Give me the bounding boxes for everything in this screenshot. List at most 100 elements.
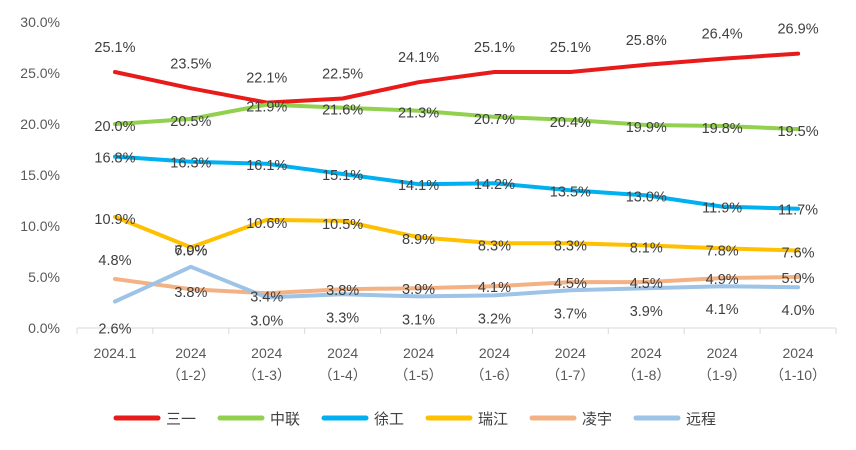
data-label: 4.5% xyxy=(554,276,587,292)
data-label: 3.4% xyxy=(250,289,283,305)
x-tick-label-line: 2024 xyxy=(251,345,282,361)
legend-entry: 三一 xyxy=(166,411,196,428)
x-tick-label-line: （1-7） xyxy=(546,367,594,383)
data-label: 15.1% xyxy=(322,168,363,184)
axes: 0.0% 5.0% 10.0% 15.0% 20.0% 25.0% 30.0% 2024.1 2… xyxy=(20,14,837,383)
data-label: 25.1% xyxy=(474,40,515,56)
data-label: 16.8% xyxy=(94,151,135,167)
series-lines xyxy=(113,51,801,304)
data-label: 19.8% xyxy=(702,121,743,137)
data-label: 6.0% xyxy=(174,243,207,259)
data-label: 14.2% xyxy=(474,177,515,193)
x-tick-label: 2024 （1-2） xyxy=(167,345,215,383)
x-tick-label-line: 2024 xyxy=(175,345,206,361)
x-tick-label-line: （1-9） xyxy=(698,367,746,383)
data-label: 3.0% xyxy=(250,313,283,329)
legend-entry: 瑞江 xyxy=(478,411,508,428)
data-label: 26.9% xyxy=(777,22,818,38)
data-label: 4.9% xyxy=(706,272,739,288)
legend-entry: 远程 xyxy=(686,411,716,428)
data-label: 21.9% xyxy=(246,100,287,116)
data-label: 19.5% xyxy=(777,124,818,140)
data-label: 26.4% xyxy=(702,27,743,43)
x-tick-label: 2024 （1-4） xyxy=(319,345,367,383)
data-label: 22.5% xyxy=(322,67,363,83)
y-tick-label: 5.0% xyxy=(28,269,60,285)
data-label: 4.5% xyxy=(630,276,663,292)
data-label: 2.6% xyxy=(98,321,131,337)
x-tick-label-line: （1-3） xyxy=(243,367,291,383)
legend-entry: 凌宇 xyxy=(582,411,612,428)
data-label: 20.0% xyxy=(94,119,135,135)
data-label: 3.9% xyxy=(402,282,435,298)
data-label: 11.7% xyxy=(778,203,818,219)
x-tick-label-line: （1-6） xyxy=(470,367,518,383)
x-tick-label-line: 2024 xyxy=(707,345,738,361)
x-tick-label: 2024 （1-6） xyxy=(470,345,518,383)
y-tick-label: 20.0% xyxy=(20,116,60,132)
data-label: 10.6% xyxy=(246,216,287,232)
x-tick-label-line: 2024 xyxy=(327,345,358,361)
series-line-瑞江 xyxy=(113,214,801,253)
y-tick-label: 30.0% xyxy=(20,14,60,30)
x-tick-label: 2024.1 xyxy=(94,345,137,361)
y-tick-label: 15.0% xyxy=(20,167,60,183)
x-tick-label-line: （1-8） xyxy=(622,367,670,383)
data-label: 13.0% xyxy=(626,189,667,205)
series-line-凌宇 xyxy=(113,275,801,296)
series-line-徐工 xyxy=(113,154,801,211)
data-label: 4.0% xyxy=(782,303,815,319)
x-tick-label-line: 2024 xyxy=(631,345,662,361)
legend: 三一 中联 徐工 瑞江 凌宇 远程 xyxy=(113,411,716,428)
data-label: 25.1% xyxy=(94,40,135,56)
data-label: 11.9% xyxy=(702,201,742,217)
data-label: 13.5% xyxy=(550,184,591,200)
data-label: 14.1% xyxy=(398,178,439,194)
data-label: 8.3% xyxy=(554,238,587,254)
x-tick-label-line: 2024 xyxy=(403,345,434,361)
data-label: 5.0% xyxy=(782,271,815,287)
x-tick-label-line: 2024 xyxy=(782,345,813,361)
data-label: 3.8% xyxy=(326,283,359,299)
data-label: 4.8% xyxy=(98,253,131,269)
x-tick-label: 2024 （1-10） xyxy=(770,345,826,383)
x-tick-label-line: 2024 xyxy=(479,345,510,361)
data-label: 10.9% xyxy=(94,212,135,228)
data-label: 21.3% xyxy=(398,106,439,122)
data-label: 3.9% xyxy=(630,304,663,320)
x-tick-label: 2024 （1-5） xyxy=(394,345,442,383)
x-tick-label-line: （1-4） xyxy=(319,367,367,383)
x-tick-label: 2024 （1-7） xyxy=(546,345,594,383)
data-label: 3.8% xyxy=(174,285,207,301)
y-tick-label: 25.0% xyxy=(20,65,60,81)
series-line-三一 xyxy=(113,51,801,105)
legend-entry: 徐工 xyxy=(374,411,404,428)
data-label: 7.6% xyxy=(782,245,815,261)
data-label: 20.7% xyxy=(474,112,515,128)
legend-entry: 中联 xyxy=(270,411,300,428)
data-label: 10.5% xyxy=(322,217,363,233)
data-label: 16.3% xyxy=(170,156,211,172)
series-line-远程 xyxy=(113,264,801,304)
data-label: 25.8% xyxy=(626,33,667,49)
x-tick-label-line: （1-2） xyxy=(167,367,215,383)
y-tick-label: 0.0% xyxy=(28,320,60,336)
x-tick-label: 2024 （1-3） xyxy=(243,345,291,383)
data-label: 16.1% xyxy=(246,158,287,174)
x-tick-label: 2024 （1-8） xyxy=(622,345,670,383)
data-label: 4.1% xyxy=(706,302,739,318)
y-tick-label: 10.0% xyxy=(20,218,60,234)
data-label: 8.3% xyxy=(478,238,511,254)
data-label: 3.3% xyxy=(326,310,359,326)
data-label: 3.2% xyxy=(478,311,511,327)
data-label: 20.4% xyxy=(550,115,591,131)
data-label: 7.9% xyxy=(174,243,207,259)
data-labels: 25.1% 23.5% 22.1% 22.5% 24.1% 25.1% 25.1% 25.8%… xyxy=(94,22,818,338)
data-label: 3.1% xyxy=(402,312,435,328)
data-label: 23.5% xyxy=(170,56,211,72)
data-label: 24.1% xyxy=(398,50,439,66)
data-label: 21.6% xyxy=(322,103,363,119)
x-tick-label-line: （1-5） xyxy=(394,367,442,383)
data-label: 22.1% xyxy=(246,71,287,87)
